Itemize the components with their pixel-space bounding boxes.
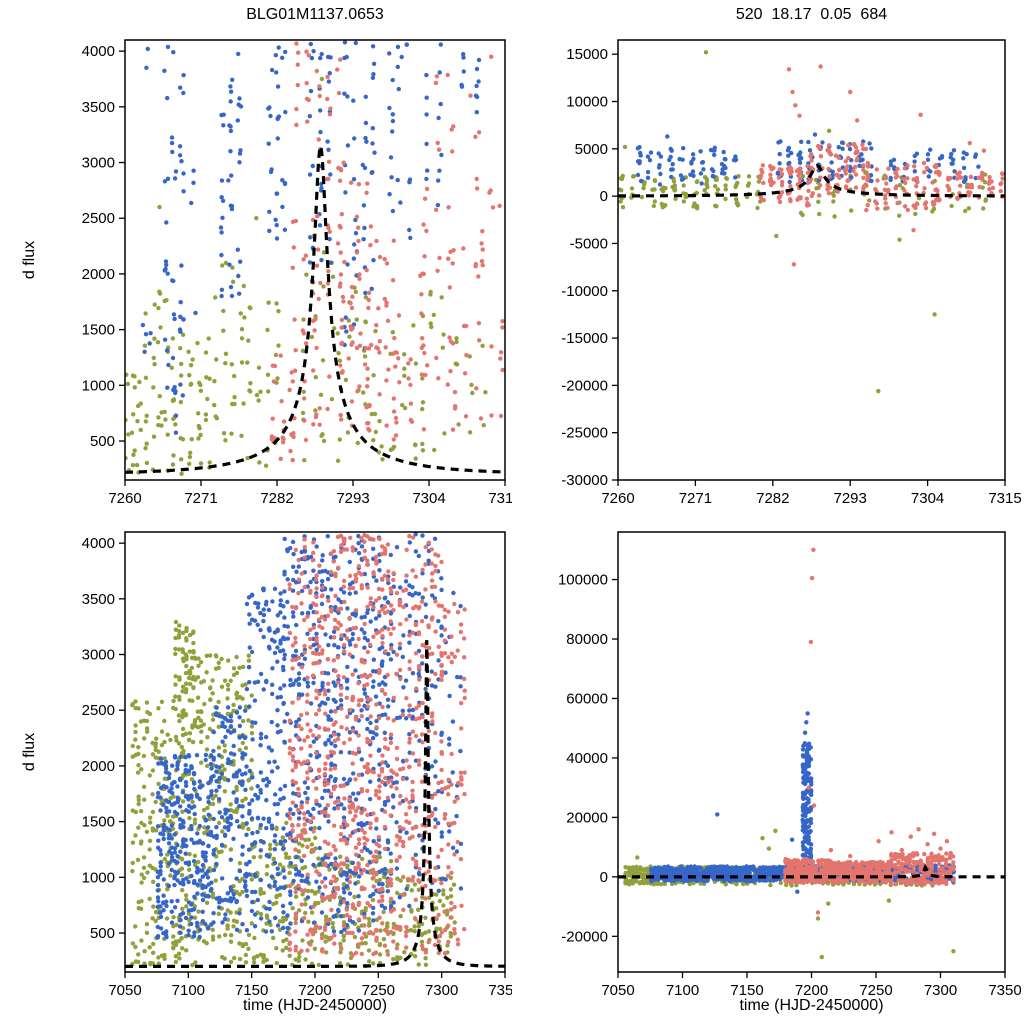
svg-text:-30000: -30000 [561, 472, 608, 489]
svg-text:7282: 7282 [260, 490, 293, 507]
scatter-panel-top-left: 7260 7271 7282 7293 7304 7315 500 1000 1500 2000 2… [82, 39, 512, 507]
svg-text:1000: 1000 [82, 869, 115, 886]
svg-text:10000: 10000 [566, 94, 608, 111]
svg-text:7304: 7304 [412, 490, 445, 507]
svg-text:15000: 15000 [566, 46, 608, 63]
scatter-panel-bottom-left: 7050 7100 7150 7200 7250 7300 7350 500 1000 1500 2… [82, 531, 512, 999]
svg-text:7200: 7200 [298, 982, 331, 999]
x-axis-label-bottom-right: time (HJD-2450000) [739, 997, 884, 1014]
scatter-panel-bottom-right: 7050 7100 7150 7200 7250 7300 7350 -20000 0 20000… [558, 531, 1022, 999]
svg-text:1000: 1000 [82, 377, 115, 394]
svg-text:7315: 7315 [988, 490, 1021, 507]
svg-text:0: 0 [600, 188, 608, 205]
y-axis-label-top-left: d flux [21, 240, 38, 280]
svg-text:7150: 7150 [235, 982, 268, 999]
svg-text:-20000: -20000 [561, 928, 608, 945]
svg-text:7282: 7282 [756, 490, 789, 507]
svg-text:7250: 7250 [362, 982, 395, 999]
svg-text:1500: 1500 [82, 814, 115, 831]
svg-text:100000: 100000 [558, 572, 608, 589]
y-axis-label-bottom-left: d flux [21, 732, 38, 772]
svg-text:-20000: -20000 [561, 377, 608, 394]
svg-text:7350: 7350 [988, 982, 1021, 999]
svg-text:7260: 7260 [108, 490, 141, 507]
svg-text:7050: 7050 [108, 982, 141, 999]
svg-text:7271: 7271 [679, 490, 712, 507]
svg-text:7260: 7260 [601, 490, 634, 507]
svg-text:7293: 7293 [834, 490, 867, 507]
x-axis-label-bottom-left: time (HJD-2450000) [242, 997, 388, 1014]
svg-text:500: 500 [90, 433, 115, 450]
svg-text:4000: 4000 [82, 43, 115, 60]
svg-text:-15000: -15000 [561, 330, 608, 347]
scatter-panel-top-right: 7260 7271 7282 7293 7304 7315 -30000 -25000 -200… [561, 39, 1022, 507]
svg-text:7050: 7050 [601, 982, 634, 999]
svg-text:4000: 4000 [82, 535, 115, 552]
svg-text:40000: 40000 [566, 750, 608, 767]
svg-text:7271: 7271 [184, 490, 217, 507]
svg-text:2500: 2500 [82, 210, 115, 227]
svg-text:7315: 7315 [488, 490, 512, 507]
svg-text:3000: 3000 [82, 155, 115, 172]
svg-text:3000: 3000 [82, 647, 115, 664]
svg-text:7150: 7150 [730, 982, 763, 999]
svg-text:1500: 1500 [82, 322, 115, 339]
svg-text:7200: 7200 [795, 982, 828, 999]
svg-text:7304: 7304 [911, 490, 944, 507]
svg-text:7100: 7100 [666, 982, 699, 999]
svg-text:7300: 7300 [425, 982, 458, 999]
svg-text:7350: 7350 [488, 982, 512, 999]
svg-text:5000: 5000 [575, 141, 608, 158]
svg-text:500: 500 [90, 925, 115, 942]
svg-text:60000: 60000 [566, 690, 608, 707]
svg-text:0: 0 [600, 869, 608, 886]
svg-text:20000: 20000 [566, 809, 608, 826]
panel-title-fit-parameters: 520 18.17 0.05 684 [735, 6, 888, 23]
panel-title-object-id: BLG01M1137.0653 [246, 6, 384, 23]
svg-text:-25000: -25000 [561, 425, 608, 442]
svg-text:7250: 7250 [859, 982, 892, 999]
svg-text:7300: 7300 [924, 982, 957, 999]
svg-text:-5000: -5000 [570, 235, 608, 252]
svg-text:2500: 2500 [82, 702, 115, 719]
svg-text:7293: 7293 [336, 490, 369, 507]
svg-text:2000: 2000 [82, 758, 115, 775]
svg-text:2000: 2000 [82, 266, 115, 283]
svg-text:-10000: -10000 [561, 283, 608, 300]
svg-text:7100: 7100 [172, 982, 205, 999]
svg-text:80000: 80000 [566, 631, 608, 648]
svg-text:3500: 3500 [82, 99, 115, 116]
svg-text:3500: 3500 [82, 591, 115, 608]
